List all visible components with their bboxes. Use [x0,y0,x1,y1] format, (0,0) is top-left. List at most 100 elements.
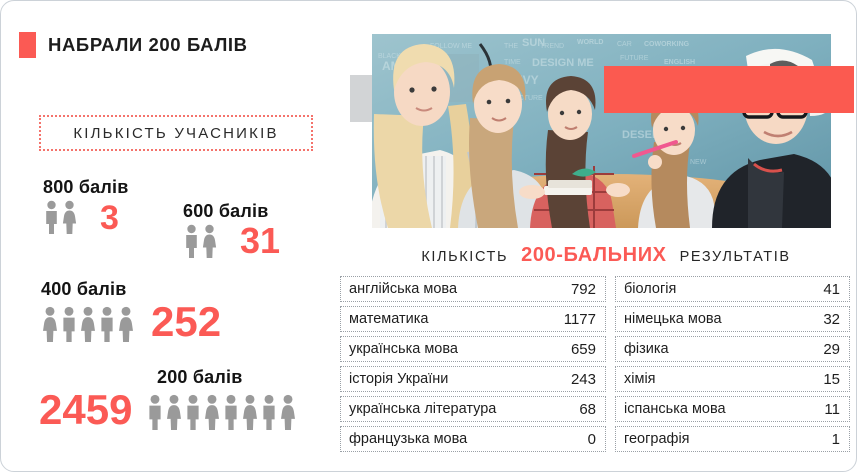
subject-count: 1177 [563,310,596,328]
person-female-icon [119,306,133,342]
caption-suffix: РЕЗУЛЬТАТІВ [679,249,791,265]
subject-count: 659 [570,340,596,358]
table-row: хімія 15 [615,366,850,392]
svg-text:CAR: CAR [617,41,632,48]
subject-count: 792 [570,280,596,298]
score-group-400-people-icons [41,306,135,342]
subject-count: 32 [823,310,840,328]
person-female-icon [281,394,296,430]
results-tables: англійська мова 792 математика 1177 укра… [340,276,850,452]
table-row: біологія 41 [615,276,850,302]
subject-name: хімія [624,371,656,387]
score-group-200: 200 балів 2459 [39,367,297,430]
score-group-400-count: 252 [151,298,222,345]
person-male-icon [46,200,57,234]
table-row: українська мова 659 [340,336,606,362]
score-group-800-title: 800 балів [43,177,129,197]
person-female-icon [81,306,95,342]
svg-text:DESIGN ME: DESIGN ME [532,57,594,69]
subject-count: 29 [823,340,840,358]
subject-name: біологія [624,281,677,297]
svg-text:THE: THE [504,43,518,50]
caption-highlight: 200-БАЛЬНИХ [521,244,667,266]
person-female-icon [243,394,258,430]
score-group-600: 600 балів 31 [183,201,281,261]
table-row: математика 1177 [340,306,606,332]
svg-text:BLACK: BLACK [378,53,401,60]
subject-name: математика [349,311,429,327]
person-male-icon [63,306,75,342]
score-group-200-title: 200 балів [157,367,243,387]
subject-count: 15 [823,370,840,388]
subject-count: 243 [570,370,596,388]
person-male-icon [186,224,197,259]
subject-name: географія [624,431,690,447]
participants-label-box: КІЛЬКІСТЬ УЧАСНИКІВ [39,115,313,151]
subject-count: 0 [587,430,596,448]
table-caption: КІЛЬКІСТЬ 200-БАЛЬНИХ РЕЗУЛЬТАТІВ [372,244,840,267]
svg-text:NEW: NEW [690,159,707,166]
svg-text:ENGLISH: ENGLISH [664,59,695,66]
svg-text:COWORKING: COWORKING [644,41,690,48]
svg-text:SUN: SUN [522,37,545,49]
table-row: німецька мова 32 [615,306,850,332]
score-group-200-people-icons [146,394,297,430]
score-group-800: 800 балів 3 [43,177,129,237]
person-female-icon [62,200,77,234]
score-group-800-people-icons [43,200,78,234]
results-table-right: біологія 41 німецька мова 32 фізика 29 х… [615,276,850,452]
red-overlay-bar [604,66,854,113]
svg-text:TREND: TREND [540,43,564,50]
subject-name: іспанська мова [624,401,726,417]
person-female-icon [202,224,217,259]
subject-name: англійська мова [349,281,458,297]
person-male-icon [187,394,200,430]
person-female-icon [43,306,57,342]
subject-name: фізика [624,341,669,357]
subject-name: українська література [349,401,497,417]
person-female-icon [167,394,182,430]
participants-label-text: КІЛЬКІСТЬ УЧАСНИКІВ [73,124,279,142]
subject-name: українська мова [349,341,458,357]
subject-name: німецька мова [624,311,722,327]
gray-decoration-block [350,75,376,122]
subject-count: 68 [579,400,596,418]
score-group-400: 400 балів 252 [41,279,221,342]
person-male-icon [225,394,238,430]
table-row: французька мова 0 [340,426,606,452]
svg-text:WORLD: WORLD [577,39,603,46]
score-group-600-title: 600 балів [183,201,269,221]
subject-name: французька мова [349,431,468,447]
score-group-200-count: 2459 [39,386,133,433]
score-group-800-count: 3 [100,198,119,237]
page-title: НАБРАЛИ 200 БАЛІВ [48,34,248,55]
person-male-icon [263,394,276,430]
table-row: іспанська мова 11 [615,396,850,422]
svg-text:FUTURE: FUTURE [620,55,649,62]
table-row: фізика 29 [615,336,850,362]
score-group-600-count: 31 [240,220,281,261]
svg-text:PICTURE: PICTURE [512,95,543,102]
table-row: географія 1 [615,426,850,452]
person-female-icon [205,394,220,430]
table-row: історія України 243 [340,366,606,392]
results-table-left: англійська мова 792 математика 1177 укра… [340,276,606,452]
table-row: англійська мова 792 [340,276,606,302]
table-row: українська література 68 [340,396,606,422]
caption-prefix: КІЛЬКІСТЬ [421,249,509,265]
subject-count: 1 [831,430,840,448]
score-group-400-title: 400 балів [41,279,127,299]
subject-count: 11 [824,400,840,418]
accent-square-icon [19,32,36,58]
person-male-icon [149,394,162,430]
person-male-icon [101,306,113,342]
page-header: НАБРАЛИ 200 БАЛІВ [19,32,248,58]
subject-name: історія України [349,371,449,387]
score-group-600-people-icons [183,224,218,259]
svg-text:FOLLOW ME: FOLLOW ME [430,43,472,50]
subject-count: 41 [823,280,840,298]
svg-text:TIME: TIME [504,59,521,66]
